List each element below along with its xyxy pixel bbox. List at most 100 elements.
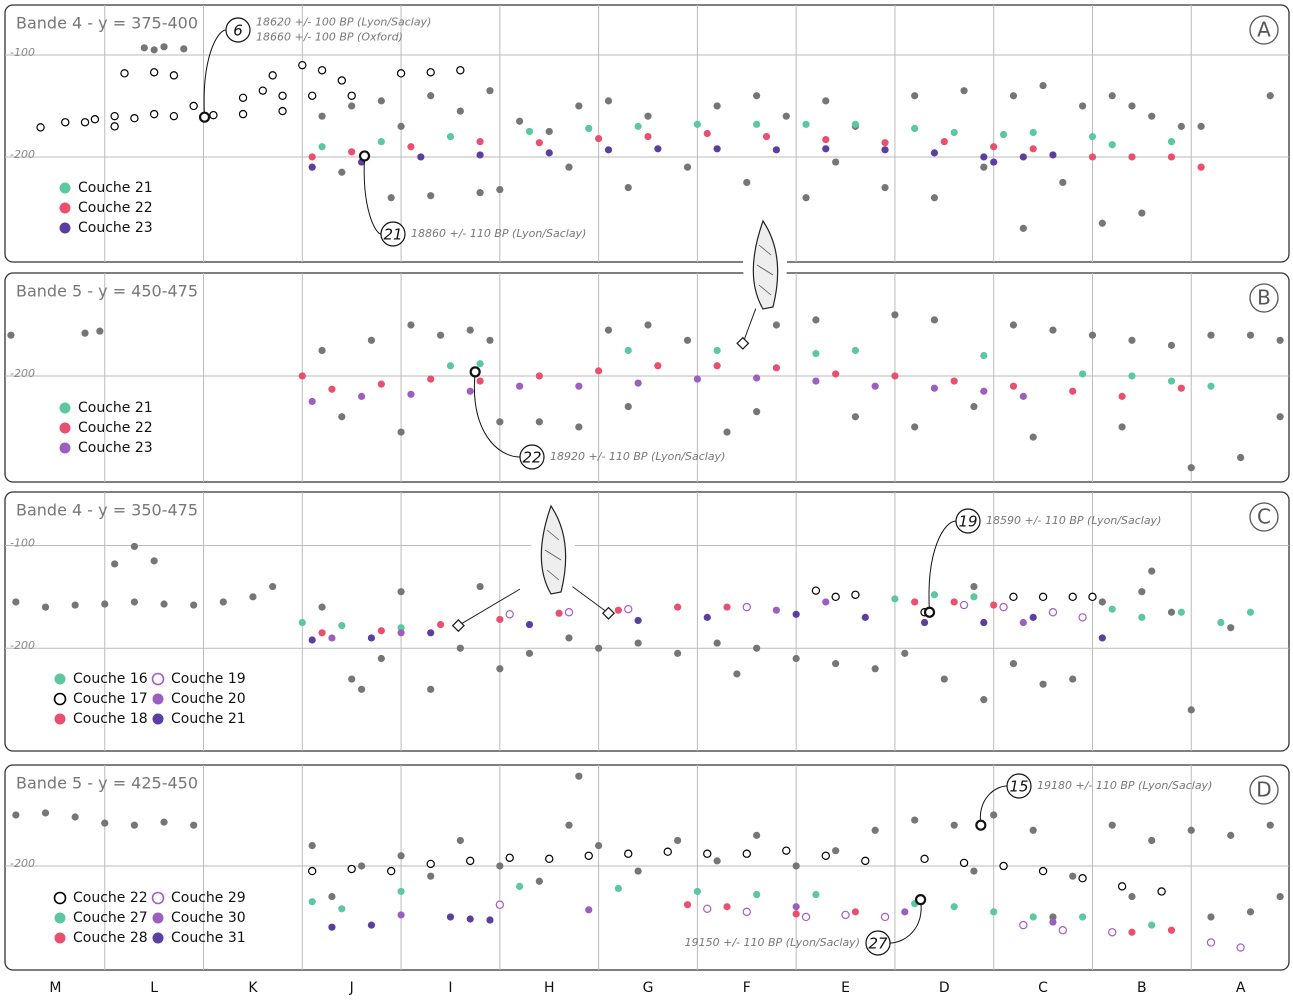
point bbox=[1276, 892, 1284, 901]
point bbox=[1019, 920, 1028, 930]
point bbox=[397, 122, 405, 130]
point bbox=[1148, 112, 1156, 120]
annotation-circle bbox=[865, 930, 891, 956]
point bbox=[1019, 224, 1027, 232]
point bbox=[1266, 92, 1274, 100]
legend-label: Couche 28 bbox=[73, 930, 148, 946]
point bbox=[911, 92, 919, 100]
point bbox=[456, 66, 465, 75]
point bbox=[427, 375, 435, 383]
point bbox=[674, 836, 682, 845]
point bbox=[101, 600, 109, 608]
point bbox=[920, 618, 929, 627]
point bbox=[644, 132, 652, 141]
point bbox=[1069, 872, 1077, 880]
point bbox=[575, 382, 583, 390]
point bbox=[881, 183, 889, 192]
point bbox=[565, 821, 573, 829]
point bbox=[377, 138, 385, 146]
point bbox=[880, 912, 890, 922]
point bbox=[545, 149, 553, 157]
point bbox=[466, 915, 474, 923]
panel: -100 -200 Bande 4 - y = 375-400 A Couche 21 C… bbox=[4, 4, 1290, 263]
point bbox=[1108, 928, 1117, 937]
point bbox=[1009, 592, 1018, 602]
point bbox=[753, 831, 761, 839]
point bbox=[1246, 608, 1255, 616]
point bbox=[713, 362, 721, 370]
legend-marker bbox=[53, 692, 67, 706]
point bbox=[959, 858, 969, 868]
point bbox=[1039, 81, 1047, 90]
point bbox=[308, 841, 316, 850]
y-tick-label: -200 bbox=[10, 148, 35, 161]
point bbox=[1029, 145, 1037, 153]
point bbox=[723, 603, 731, 611]
point bbox=[762, 132, 771, 141]
point bbox=[772, 146, 781, 154]
panel-letter-circle bbox=[1249, 775, 1279, 805]
point bbox=[614, 884, 622, 893]
point bbox=[1167, 138, 1176, 146]
point bbox=[911, 816, 919, 824]
point bbox=[496, 418, 504, 426]
point bbox=[999, 861, 1008, 871]
point bbox=[427, 92, 435, 100]
point bbox=[111, 560, 119, 568]
x-category-label: I bbox=[448, 980, 452, 996]
point bbox=[1078, 102, 1087, 110]
legend-marker bbox=[54, 713, 66, 725]
point bbox=[486, 916, 494, 924]
point bbox=[407, 143, 415, 151]
point bbox=[1108, 92, 1116, 100]
point bbox=[476, 360, 484, 368]
annotation-leader bbox=[473, 371, 521, 458]
point bbox=[348, 148, 356, 156]
point bbox=[575, 423, 583, 431]
point bbox=[535, 372, 543, 380]
point bbox=[96, 327, 104, 335]
point bbox=[1157, 887, 1166, 896]
point bbox=[160, 818, 168, 826]
x-category-label: D bbox=[939, 980, 950, 996]
point bbox=[338, 413, 346, 421]
point bbox=[911, 423, 919, 431]
legend-label: Couche 27 bbox=[73, 910, 148, 926]
panel-letter: C bbox=[1257, 505, 1271, 529]
point bbox=[634, 867, 642, 875]
point bbox=[772, 364, 781, 372]
point bbox=[338, 622, 346, 630]
legend-label: Couche 22 bbox=[78, 200, 153, 216]
point bbox=[1029, 826, 1037, 834]
point bbox=[1009, 660, 1018, 668]
point bbox=[753, 120, 761, 128]
point bbox=[318, 112, 326, 120]
point bbox=[693, 887, 701, 896]
point bbox=[1068, 592, 1077, 602]
point bbox=[318, 143, 326, 151]
point bbox=[930, 194, 939, 202]
point bbox=[545, 127, 553, 136]
point bbox=[1128, 153, 1136, 161]
annotation-number: 27 bbox=[868, 935, 888, 953]
point bbox=[634, 639, 642, 647]
point bbox=[318, 346, 326, 355]
point bbox=[456, 644, 464, 652]
point bbox=[397, 588, 405, 596]
point bbox=[427, 192, 435, 200]
point bbox=[970, 582, 978, 591]
point bbox=[318, 603, 326, 611]
point bbox=[80, 118, 90, 127]
point bbox=[495, 900, 505, 909]
point bbox=[851, 413, 860, 421]
point bbox=[160, 600, 168, 608]
point bbox=[1167, 608, 1176, 616]
point bbox=[357, 685, 366, 693]
point bbox=[387, 866, 396, 876]
legend-label: Couche 21 bbox=[78, 400, 153, 416]
panel-letter-circle bbox=[1249, 15, 1279, 45]
panel-title: Bande 4 - y = 375-400 bbox=[16, 14, 198, 33]
point bbox=[110, 122, 119, 131]
annotation-text: 18920 +/- 110 BP (Lyon/Saclay) bbox=[550, 450, 725, 463]
point bbox=[308, 898, 316, 906]
